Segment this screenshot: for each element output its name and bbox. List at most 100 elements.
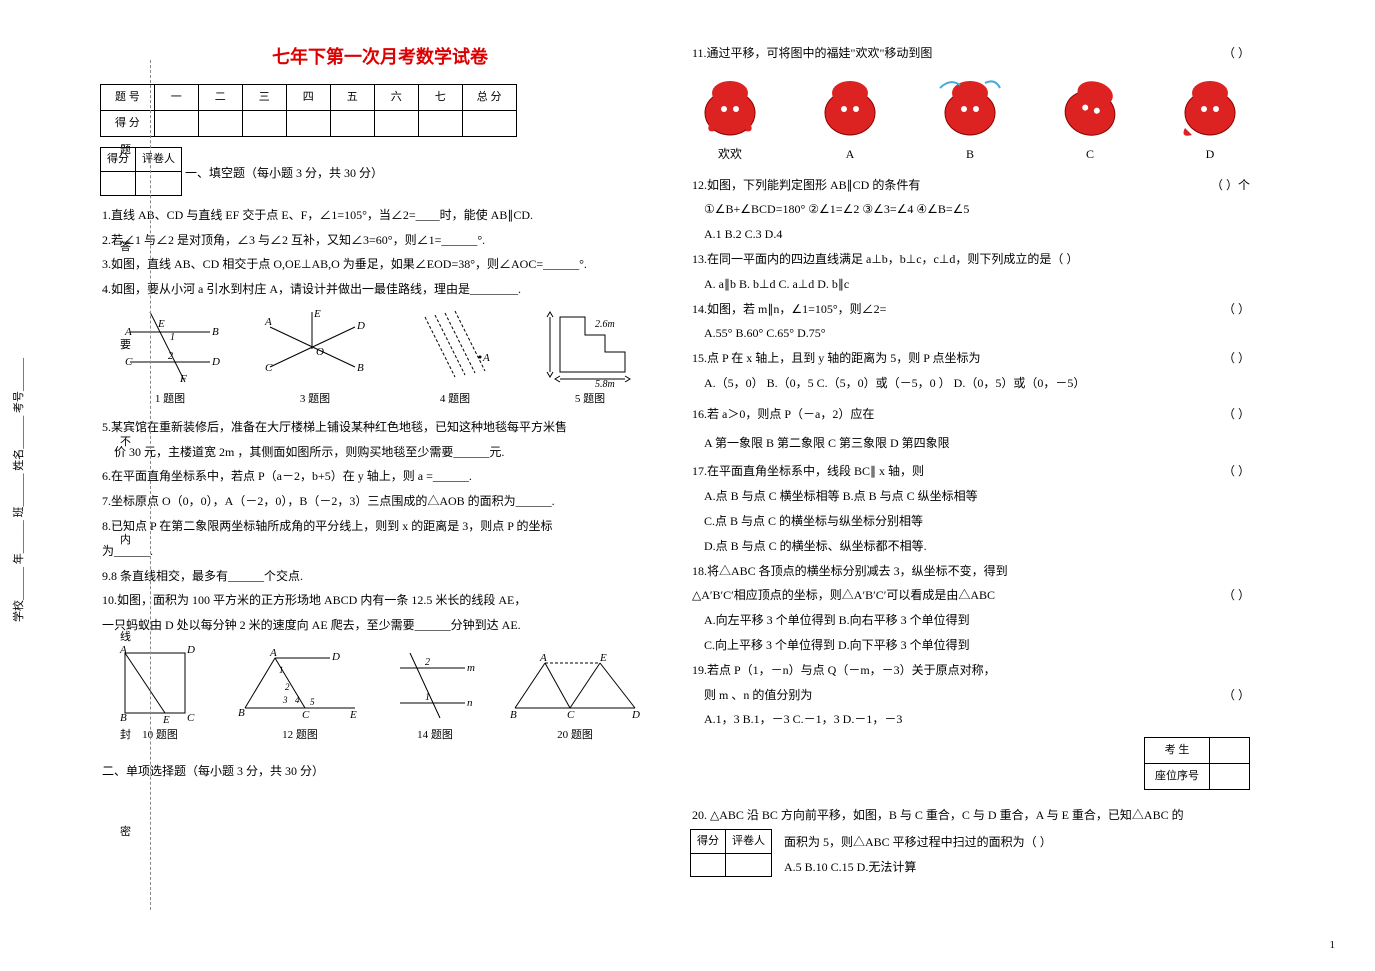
svg-text:D: D	[356, 320, 365, 332]
svg-text:3: 3	[282, 695, 288, 705]
svg-text:O: O	[316, 346, 324, 358]
fig4-svg: A	[410, 307, 500, 387]
q17: 17.在平面直角坐标系中，线段 BC∥ x 轴，则（ ）	[692, 460, 1250, 483]
q16a: A 第一象限 B 第二象限 C 第三象限 D 第四象限	[704, 432, 1250, 455]
q20: 20. △ABC 沿 BC 方向前平移，如图，B 与 C 重合，C 与 D 重合…	[692, 804, 1250, 827]
svg-text:E: E	[162, 714, 170, 723]
fuwa-row: 欢欢 A B C D	[690, 73, 1250, 166]
section1-title: 一、填空题（每小题 3 分，共 30 分）	[185, 166, 383, 180]
svg-text:2.6m: 2.6m	[595, 319, 615, 330]
fuwa-icon	[810, 73, 890, 143]
fig5-svg: 2.6m 5.8m	[540, 307, 640, 387]
svg-text:2: 2	[425, 657, 430, 668]
svg-text:C: C	[302, 709, 310, 721]
svg-text:m: m	[467, 662, 475, 674]
svg-text:B: B	[357, 362, 364, 374]
fig14-svg: 2 m 1 n	[395, 648, 475, 723]
svg-text:1: 1	[279, 665, 284, 675]
svg-text:E: E	[313, 308, 321, 320]
q8b: 为______.	[102, 540, 660, 563]
q6: 6.在平面直角坐标系中，若点 P（a－2，b+5）在 y 轴上，则 a =___…	[102, 465, 660, 488]
q5b: 价 30 元，主楼道宽 2m ，其侧面如图所示，则购买地毯至少需要______元…	[114, 441, 660, 464]
svg-text:D: D	[211, 356, 220, 368]
q12a: ①∠B+∠BCD=180° ②∠1=∠2 ③∠3=∠4 ④∠B=∠5	[704, 198, 1250, 221]
fig12-svg: A D B C E 12 345	[235, 648, 365, 723]
q3: 3.如图，直线 AB、CD 相交于点 O,OE⊥AB,O 为垂足，如果∠EOD=…	[102, 253, 660, 276]
figure-row-1: AB CD E1 2F 1 题图 AD CB EO 3 题图	[100, 307, 660, 410]
svg-text:2: 2	[168, 351, 173, 362]
seal-line-text: 题答要不内线封密	[120, 100, 131, 880]
fuwa-icon	[930, 73, 1010, 143]
page-number: 1	[1330, 939, 1336, 951]
exam-title: 七年下第一次月考数学试卷	[100, 40, 660, 74]
svg-text:A: A	[264, 316, 272, 328]
svg-text:D: D	[186, 644, 195, 656]
fig3-svg: A D C B E O	[260, 307, 370, 387]
svg-text:E: E	[157, 318, 165, 330]
q14a: A.55° B.60° C.65° D.75°	[704, 322, 1250, 345]
q4: 4.如图，要从小河 a 引水到村庄 A，请设计并做出一最佳路线，理由是_____…	[102, 278, 660, 301]
q10: 10.如图，面积为 100 平方米的正方形场地 ABCD 内有一条 12.5 米…	[102, 589, 660, 612]
q20b: A.5 B.10 C.15 D.无法计算	[784, 856, 1052, 879]
svg-text:n: n	[467, 697, 473, 709]
grader-box-2: 得分评卷人	[690, 829, 772, 878]
fuwa-icon	[690, 73, 770, 143]
q8: 8.已知点 P 在第二象限两坐标轴所成角的平分线上，则到 x 的距离是 3，则点…	[102, 515, 660, 538]
q19a: 则 m 、n 的值分别为（ ）	[704, 684, 1250, 707]
svg-text:5.8m: 5.8m	[595, 379, 615, 387]
q5: 5.某宾馆在重新装修后，准备在大厅楼梯上铺设某种红色地毯，已知这种地毯每平方米售	[102, 416, 660, 439]
q7: 7.坐标原点 O（0，0），A（－2，0），B（－2，3）三点围成的△AOB 的…	[102, 490, 660, 513]
q20a: 面积为 5，则△ABC 平移过程中扫过的面积为（ ）	[784, 831, 1052, 854]
svg-text:D: D	[331, 651, 340, 663]
q13a: A. a∥b B. b⊥d C. a⊥d D. b∥c	[704, 273, 1250, 296]
svg-text:D: D	[631, 709, 640, 721]
q18: 18.将△ABC 各顶点的横坐标分别减去 3，纵坐标不变，得到	[692, 560, 1250, 583]
svg-text:A: A	[269, 648, 277, 659]
dashed-divider	[150, 60, 151, 910]
svg-text:A: A	[482, 352, 490, 364]
seat-box: 考 生 座位序号	[1144, 737, 1250, 790]
q12b: A.1 B.2 C.3 D.4	[704, 223, 1250, 246]
q9: 9.8 条直线相交，最多有______个交点.	[102, 565, 660, 588]
svg-text:1: 1	[170, 332, 175, 343]
q16: 16.若 a＞0，则点 P（－a，2）应在（ ）	[692, 403, 1250, 426]
left-column: 七年下第一次月考数学试卷 题 号一二 三四五 六七总 分 得 分 得分评卷人 一…	[100, 40, 660, 883]
q18b: A.向左平移 3 个单位得到 B.向右平移 3 个单位得到	[704, 609, 1250, 632]
svg-text:B: B	[510, 709, 517, 721]
q15a: A.（5，0） B.（0，5 C.（5，0）或（－5，0 ） D.（0，5）或（…	[704, 372, 1250, 395]
svg-text:4: 4	[295, 695, 300, 705]
svg-text:C: C	[187, 712, 195, 723]
svg-text:E: E	[349, 709, 357, 721]
q17b: C.点 B 与点 C 的横坐标与纵坐标分别相等	[704, 510, 1250, 533]
svg-text:C: C	[567, 709, 575, 721]
svg-text:1: 1	[425, 692, 430, 703]
score-table: 题 号一二 三四五 六七总 分 得 分	[100, 84, 517, 137]
q12: 12.如图，下列能判定图形 AB∥CD 的条件有（ ）个	[692, 174, 1250, 197]
q13: 13.在同一平面内的四边直线满足 a⊥b，b⊥c，c⊥d，则下列成立的是（ ）	[692, 248, 1250, 271]
q18a: △A′B′C′相应顶点的坐标，则△A′B′C′可以看成是由△ABC（ ）	[692, 584, 1250, 607]
q11: 11.通过平移，可将图中的福娃"欢欢"移动到图（ ）	[692, 42, 1250, 65]
svg-text:E: E	[599, 653, 607, 664]
q14: 14.如图，若 m∥n，∠1=105°，则∠2=（ ）	[692, 298, 1250, 321]
q15: 15.点 P 在 x 轴上，且到 y 轴的距离为 5，则 P 点坐标为（ ）	[692, 347, 1250, 370]
section2-title: 二、单项选择题（每小题 3 分，共 30 分）	[102, 760, 660, 783]
svg-text:B: B	[238, 707, 245, 719]
svg-text:C: C	[265, 362, 273, 374]
svg-text:A: A	[539, 653, 547, 664]
svg-text:B: B	[212, 326, 219, 338]
q10b: 一只蚂蚁由 D 处以每分钟 2 米的速度向 AE 爬去，至少需要______分钟…	[102, 614, 660, 637]
fuwa-icon	[1050, 73, 1130, 143]
svg-text:F: F	[179, 373, 187, 385]
q17a: A.点 B 与点 C 横坐标相等 B.点 B 与点 C 纵坐标相等	[704, 485, 1250, 508]
q19b: A.1，3 B.1，－3 C.－1，3 D.－1，－3	[704, 708, 1250, 731]
svg-text:5: 5	[310, 697, 315, 707]
q2: 2.若∠1 与∠2 是对顶角，∠3 与∠2 互补，又知∠3=60°，则∠1=__…	[102, 229, 660, 252]
q18c: C.向上平移 3 个单位得到 D.向下平移 3 个单位得到	[704, 634, 1250, 657]
fig20-svg: A E B C D	[505, 653, 645, 723]
svg-text:2: 2	[285, 682, 290, 692]
right-column: 11.通过平移，可将图中的福娃"欢欢"移动到图（ ） 欢欢 A B C D 12…	[690, 40, 1250, 883]
figure-row-2: AD BC E 10 题图 AD BCE 12 345 12 题图	[100, 643, 660, 746]
q19: 19.若点 P（1，－n）与点 Q（－m，－3）关于原点对称，	[692, 659, 1250, 682]
q17c: D.点 B 与点 C 的横坐标、纵坐标都不相等.	[704, 535, 1250, 558]
q1: 1.直线 AB、CD 与直线 EF 交于点 E、F，∠1=105°，当∠2=__…	[102, 204, 660, 227]
